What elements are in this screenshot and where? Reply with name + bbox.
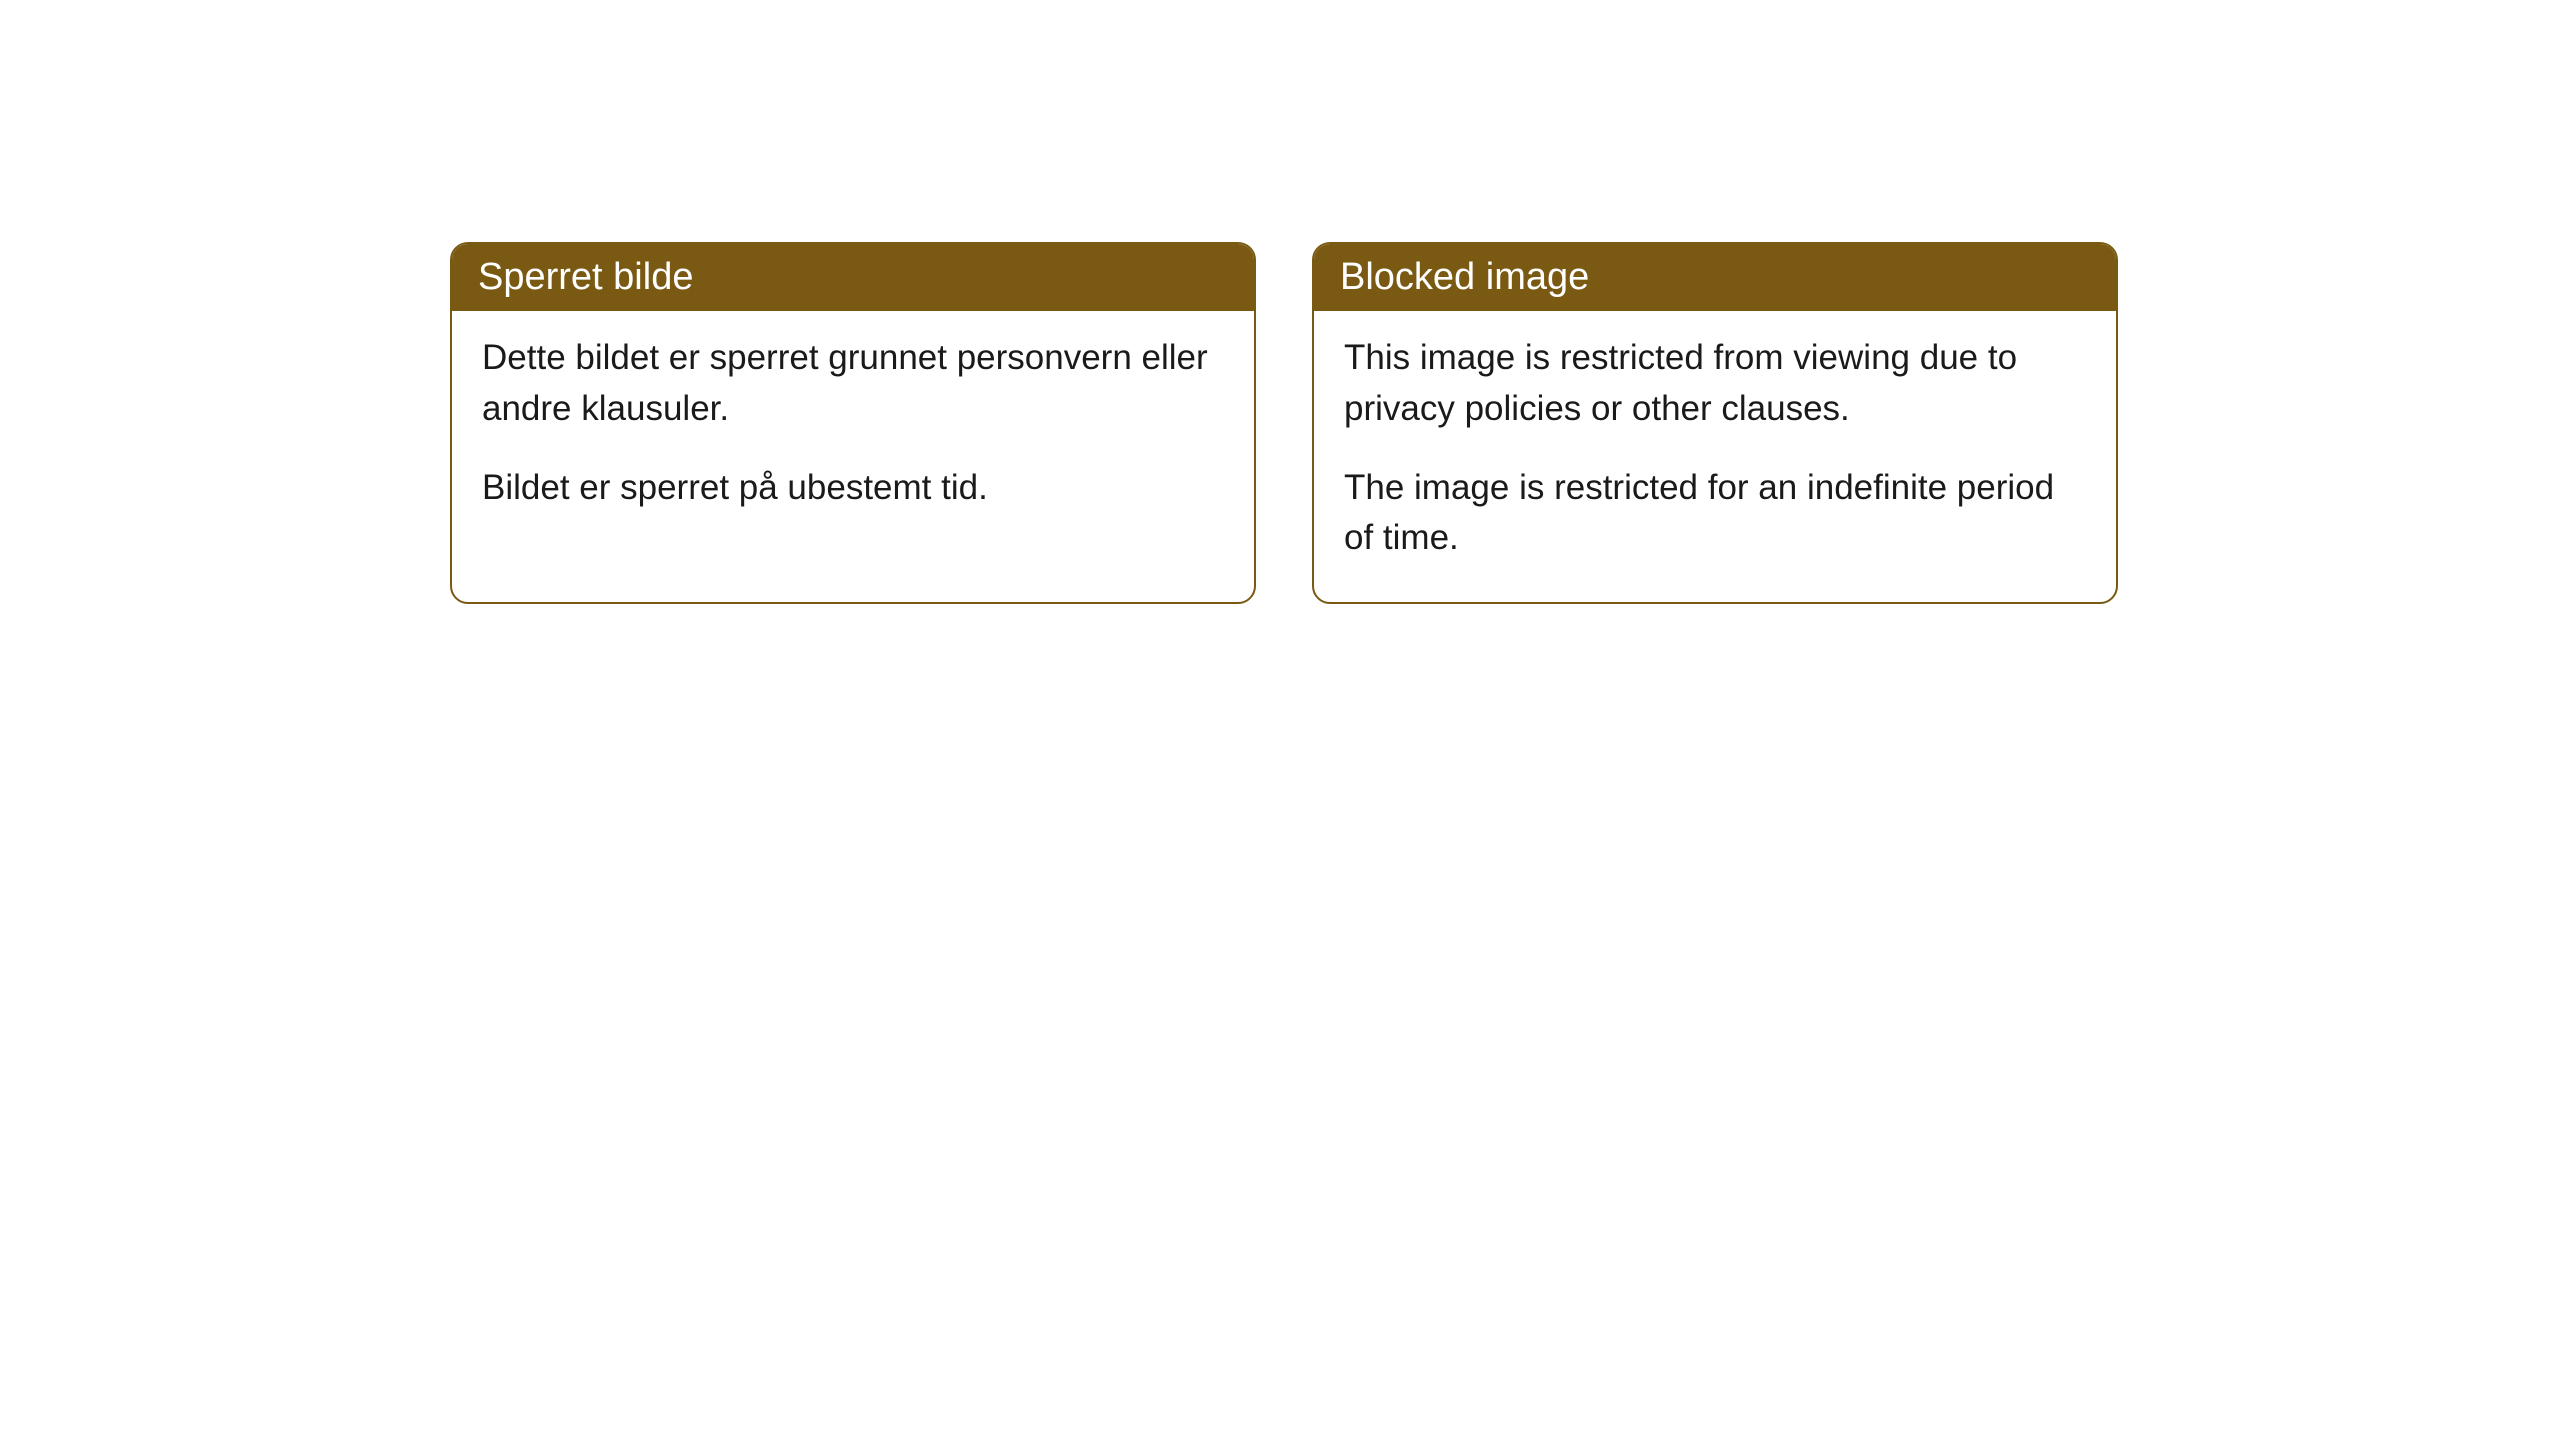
card-body-english: This image is restricted from viewing du… — [1314, 311, 2116, 602]
card-paragraph-1: Dette bildet er sperret grunnet personve… — [482, 333, 1224, 435]
card-paragraph-2: Bildet er sperret på ubestemt tid. — [482, 463, 1224, 514]
card-paragraph-1: This image is restricted from viewing du… — [1344, 333, 2086, 435]
card-header-english: Blocked image — [1314, 244, 2116, 311]
card-header-norwegian: Sperret bilde — [452, 244, 1254, 311]
card-english: Blocked image This image is restricted f… — [1312, 242, 2118, 604]
card-norwegian: Sperret bilde Dette bildet er sperret gr… — [450, 242, 1256, 604]
card-title: Sperret bilde — [478, 256, 693, 298]
cards-container: Sperret bilde Dette bildet er sperret gr… — [450, 242, 2118, 604]
card-paragraph-2: The image is restricted for an indefinit… — [1344, 463, 2086, 565]
card-title: Blocked image — [1340, 256, 1589, 298]
card-body-norwegian: Dette bildet er sperret grunnet personve… — [452, 311, 1254, 551]
